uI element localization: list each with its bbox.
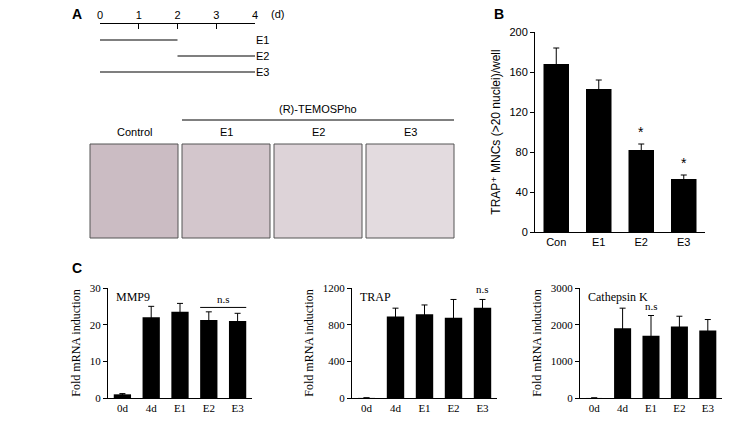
- svg-text:800: 800: [328, 319, 345, 331]
- svg-text:E1: E1: [220, 126, 233, 138]
- svg-text:E3: E3: [256, 66, 269, 78]
- svg-text:E1: E1: [645, 402, 657, 414]
- svg-text:(d): (d): [271, 8, 284, 20]
- svg-text:4d: 4d: [617, 402, 629, 414]
- svg-text:4d: 4d: [390, 402, 402, 414]
- svg-text:0d: 0d: [117, 402, 128, 414]
- svg-text:80: 80: [516, 146, 528, 158]
- svg-text:1000: 1000: [551, 355, 574, 367]
- svg-text:n.s: n.s: [645, 300, 658, 312]
- svg-text:E2: E2: [256, 50, 269, 62]
- svg-text:0: 0: [522, 226, 528, 238]
- svg-text:n.s: n.s: [476, 283, 489, 295]
- svg-text:2000: 2000: [551, 319, 574, 331]
- svg-text:0: 0: [339, 392, 345, 404]
- svg-text:30: 30: [90, 282, 102, 294]
- svg-text:(R)-TEMOSPho: (R)-TEMOSPho: [279, 103, 357, 115]
- svg-text:4d: 4d: [146, 402, 158, 414]
- svg-text:Control: Control: [117, 126, 152, 138]
- svg-text:40: 40: [516, 186, 528, 198]
- svg-text:2: 2: [174, 9, 180, 21]
- svg-text:E2: E2: [312, 126, 325, 138]
- svg-text:E2: E2: [673, 402, 685, 414]
- svg-text:TRAP⁺ MNCs (>20 nuclei)/well: TRAP⁺ MNCs (>20 nuclei)/well: [489, 49, 503, 214]
- svg-text:0d: 0d: [361, 402, 373, 414]
- svg-text:E3: E3: [231, 402, 244, 414]
- svg-text:C: C: [72, 260, 82, 276]
- svg-text:A: A: [72, 6, 82, 22]
- svg-text:1200: 1200: [323, 282, 346, 294]
- svg-text:1: 1: [136, 9, 142, 21]
- svg-text:20: 20: [90, 319, 102, 331]
- svg-text:Cathepsin K: Cathepsin K: [588, 290, 648, 304]
- svg-text:E2: E2: [203, 402, 215, 414]
- svg-text:10: 10: [90, 355, 102, 367]
- svg-text:*: *: [638, 124, 644, 140]
- svg-text:E1: E1: [418, 402, 430, 414]
- svg-text:0: 0: [567, 392, 573, 404]
- svg-text:0: 0: [97, 9, 103, 21]
- svg-text:E1: E1: [174, 402, 186, 414]
- svg-text:E3: E3: [476, 402, 489, 414]
- svg-text:0: 0: [95, 392, 101, 404]
- svg-text:n.s: n.s: [217, 293, 230, 305]
- svg-text:E3: E3: [702, 402, 715, 414]
- svg-text:400: 400: [328, 355, 345, 367]
- svg-text:E1: E1: [592, 236, 605, 248]
- svg-text:0d: 0d: [589, 402, 601, 414]
- svg-text:*: *: [681, 155, 687, 171]
- svg-text:4: 4: [252, 9, 258, 21]
- svg-text:B: B: [494, 6, 504, 22]
- svg-text:200: 200: [509, 26, 527, 38]
- svg-text:Fold mRNA induction: Fold mRNA induction: [530, 289, 544, 396]
- svg-text:TRAP: TRAP: [360, 290, 391, 304]
- svg-text:Fold mRNA induction: Fold mRNA induction: [69, 289, 83, 396]
- svg-text:MMP9: MMP9: [116, 290, 150, 304]
- svg-text:E3: E3: [677, 236, 690, 248]
- svg-text:120: 120: [509, 106, 527, 118]
- svg-text:Con: Con: [546, 236, 566, 248]
- svg-text:3000: 3000: [551, 282, 574, 294]
- svg-text:E3: E3: [404, 126, 417, 138]
- svg-text:E2: E2: [447, 402, 459, 414]
- svg-text:Fold mRNA induction: Fold mRNA induction: [302, 289, 316, 396]
- svg-text:E1: E1: [256, 34, 269, 46]
- svg-text:160: 160: [509, 66, 527, 78]
- svg-text:3: 3: [213, 9, 219, 21]
- svg-text:E2: E2: [635, 236, 648, 248]
